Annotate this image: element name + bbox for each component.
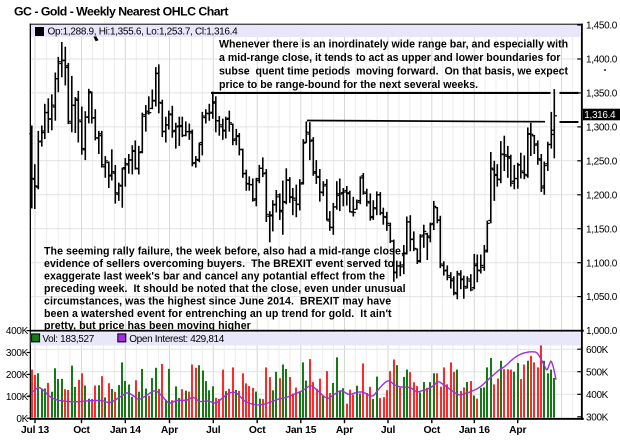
svg-text:Op:1,288.9, Hi:1,355.6, Lo:1,2: Op:1,288.9, Hi:1,355.6, Lo:1,253.7, Cl:1…	[48, 26, 239, 37]
svg-text:Oct: Oct	[424, 425, 441, 436]
svg-text:preceding week. It should be: preceding week. It should be noted that …	[44, 283, 406, 295]
svg-text:0K: 0K	[16, 414, 28, 425]
svg-text:price to be range-bound for th: price to be range-bound for the next sev…	[219, 79, 478, 91]
svg-text:a mid-range close, it tends to: a mid-range close, it tends to act as up…	[219, 52, 560, 64]
svg-text:exaggerate last week's bar and: exaggerate last week's bar and cancel an…	[44, 270, 385, 282]
svg-text:1,400.0: 1,400.0	[586, 55, 618, 66]
svg-text:1,000.0: 1,000.0	[586, 326, 618, 337]
svg-text:1,350.0: 1,350.0	[586, 89, 618, 100]
svg-text:400K: 400K	[586, 390, 609, 401]
svg-text:pretty, but price has been mov: pretty, but price has been moving higher	[44, 320, 251, 332]
svg-text:1,450.0: 1,450.0	[586, 21, 618, 32]
svg-text:been a watershed event for ent: been a watershed event for entrenching a…	[44, 308, 392, 320]
svg-text:evidence of sellers overcoming: evidence of sellers overcoming buyers. T…	[44, 258, 395, 270]
svg-text:1,300.0: 1,300.0	[586, 123, 618, 134]
svg-text:500K: 500K	[586, 367, 609, 378]
svg-text:Vol: 183,527: Vol: 183,527	[42, 334, 94, 345]
svg-text:1,200.0: 1,200.0	[586, 190, 618, 201]
svg-text:Apr: Apr	[336, 425, 353, 436]
svg-text:Jul 13: Jul 13	[21, 425, 49, 436]
svg-text:1,150.0: 1,150.0	[586, 224, 618, 235]
svg-text:circumstances, was the highest: circumstances, was the highest since Jun…	[44, 295, 391, 307]
svg-text:1,050.0: 1,050.0	[586, 292, 618, 303]
svg-text:400K: 400K	[6, 326, 29, 337]
svg-text:Apr: Apr	[509, 425, 526, 436]
svg-text:subse quent time periods mov: subse quent time periods moving forward.…	[219, 65, 569, 77]
svg-text:Jan 15: Jan 15	[285, 425, 316, 436]
svg-text:The seeming rally failure, the: The seeming rally failure, the week befo…	[44, 246, 404, 258]
svg-text:Jan 16: Jan 16	[459, 425, 490, 436]
svg-text:1,100.0: 1,100.0	[586, 258, 618, 269]
svg-text:1,250.0: 1,250.0	[586, 156, 618, 167]
svg-text:600K: 600K	[586, 345, 609, 356]
svg-text:300K: 300K	[6, 348, 29, 359]
svg-text:200K: 200K	[6, 370, 29, 381]
svg-text:100K: 100K	[6, 392, 29, 403]
svg-text:Oct: Oct	[73, 425, 90, 436]
svg-text:Whenever there is an inordinat: Whenever there is an inordinately wide r…	[219, 38, 568, 50]
svg-text:Oct: Oct	[249, 425, 266, 436]
svg-text:Apr: Apr	[161, 425, 178, 436]
svg-text:Open Interest: 429,814: Open Interest: 429,814	[129, 334, 225, 345]
svg-text:Jan 14: Jan 14	[110, 425, 141, 436]
svg-text:1,316.4: 1,316.4	[584, 110, 616, 121]
svg-text:300K: 300K	[586, 412, 609, 423]
svg-text:Jul: Jul	[381, 425, 396, 436]
svg-text:Jul: Jul	[206, 425, 221, 436]
svg-text:GC - Gold - Weekly Nearest OHL: GC - Gold - Weekly Nearest OHLC Chart	[14, 5, 228, 19]
